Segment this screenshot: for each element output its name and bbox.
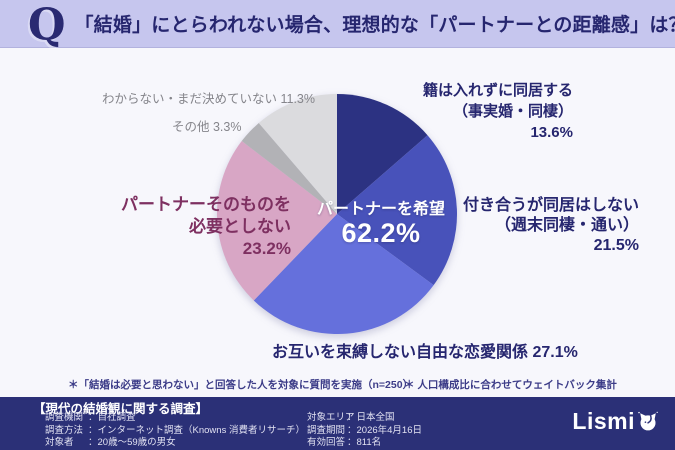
meta-value: 自社調査 <box>97 412 136 423</box>
footnote-weighting: ＊ 人口構成比に合わせてウェイトバック集計 <box>404 379 617 391</box>
header-bar: Q 「結婚」にとらわれない場合、理想的な「パートナーとの距離感」は？ <box>0 0 675 48</box>
meta-label: 対象エリア <box>307 412 355 423</box>
callout-cohabit-unregistered: 籍は入れずに同居する （事実婚・同棲） 13.6% <box>423 80 573 143</box>
survey-meta-row: 対象者 ：20歳～59歳の男女 <box>45 437 305 450</box>
meta-value: 20歳～59歳の男女 <box>97 437 176 449</box>
meta-separator: ： <box>347 424 357 436</box>
meta-label: 調査期間 <box>307 424 346 436</box>
pie-slice-4 <box>241 123 337 214</box>
survey-meta-row: 調査方法 ：インターネット調査（Knowns 消費者リサーチ） <box>45 425 305 438</box>
pie-slice-5 <box>258 94 337 214</box>
meta-separator: ： <box>88 412 98 423</box>
callout-undecided: わからない・まだ決めていない 11.3% <box>102 88 315 107</box>
callout-line: 必要としない <box>189 217 291 236</box>
meta-value: 日本全国 <box>356 412 395 423</box>
meta-label: 調査機関 <box>45 412 84 423</box>
callout-line: （事実婚・同棲） <box>452 103 573 120</box>
meta-separator: ： <box>88 437 98 449</box>
callout-line: わからない・まだ決めていない 11.3% <box>102 92 315 106</box>
pie-slice-3 <box>217 141 337 301</box>
meta-label: 有効回答 <box>307 437 346 449</box>
callout-line: 籍は入れずに同居する <box>422 82 573 99</box>
pie-chart <box>217 94 457 334</box>
survey-meta-row: 対象エリア：日本全国 <box>307 412 422 425</box>
callout-value: 13.6% <box>530 124 573 141</box>
meta-value: 2026年4月16日 <box>356 424 422 436</box>
logo-text: Lismi <box>572 408 635 434</box>
pie-center-value: 62.2% <box>341 218 421 248</box>
callout-other: その他 3.3% <box>172 116 241 135</box>
survey-meta-row: 調査期間 ：2026年4月16日 <box>307 425 422 438</box>
survey-meta-right: 対象エリア：日本全国 調査期間 ：2026年4月16日 有効回答 ：811名 <box>307 412 422 450</box>
meta-separator: ： <box>347 412 357 423</box>
callout-line: 付き合うが同居はしない <box>462 197 639 214</box>
meta-label: 対象者 <box>45 437 74 449</box>
pie-slice-2 <box>253 214 434 334</box>
lismi-logo: Lismi <box>572 409 659 433</box>
footnote-sample: ＊「結婚は必要と思わない」と回答した人を対象に質問を実施（n=250） <box>68 379 414 391</box>
callout-line: その他 3.3% <box>172 120 242 134</box>
callout-no-partner-needed: パートナーそのものを 必要としない 23.2% <box>121 194 291 260</box>
callout-line: （週末同棲・通い） <box>494 217 639 234</box>
survey-title: 【現代の結婚観に関する調査】 <box>33 402 209 416</box>
meta-value: インターネット調査（Knowns 消費者リサーチ） <box>97 424 305 436</box>
cat-icon <box>638 411 658 431</box>
callout-free-relationship: お互いを束縛しない自由な恋愛関係 27.1% <box>272 338 578 362</box>
pie-slice-1 <box>337 135 457 286</box>
callout-line: お互いを束縛しない自由な恋愛関係 27.1% <box>272 344 578 361</box>
survey-meta-row: 有効回答 ：811名 <box>307 437 422 450</box>
meta-label: 調査方法 <box>45 424 84 436</box>
meta-separator: ： <box>88 424 98 436</box>
meta-value: 811名 <box>356 437 382 449</box>
footer-bar: 【現代の結婚観に関する調査】 調査機関 ：自社調査 調査方法 ：インターネット調査（… <box>0 397 675 450</box>
survey-meta-left: 調査機関 ：自社調査 調査方法 ：インターネット調査（Knowns 消費者リサーチ）… <box>45 412 305 450</box>
callout-value: 23.2% <box>242 239 291 258</box>
question-mark-icon: Q <box>28 0 66 50</box>
meta-separator: ： <box>347 437 357 449</box>
callout-value: 21.5% <box>593 237 639 254</box>
pie-center-text: パートナーを希望 <box>316 201 445 218</box>
page-title: 「結婚」にとらわれない場合、理想的な「パートナーとの距離感」は？ <box>74 15 675 36</box>
callout-line: パートナーそのものを <box>121 195 291 214</box>
pie-center-label: パートナーを希望 62.2% <box>305 201 457 248</box>
pie-slice-0 <box>337 94 428 214</box>
survey-meta-row: 調査機関 ：自社調査 <box>45 412 305 425</box>
callout-dating-no-cohabit: 付き合うが同居はしない （週末同棲・通い） 21.5% <box>463 196 639 256</box>
